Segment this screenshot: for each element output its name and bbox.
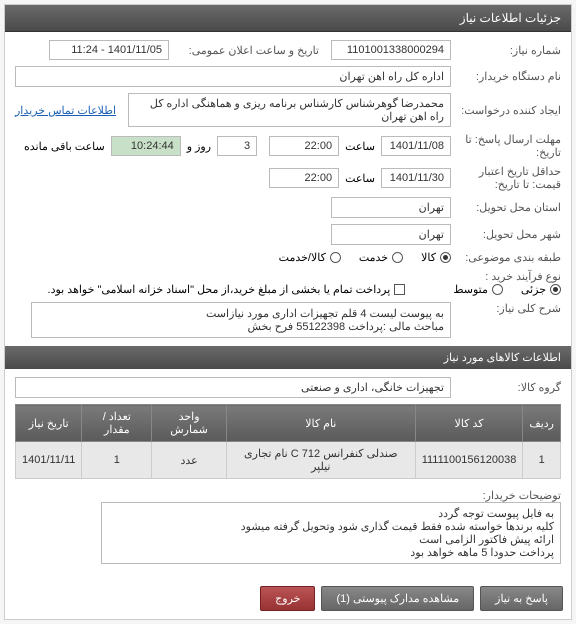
time-label-1: ساعت: [339, 140, 381, 153]
footer: پاسخ به نیاز مشاهده مدارک پیوستی (1) خرو…: [5, 578, 571, 619]
days-value: 3: [217, 136, 257, 156]
row-delivery-state: استان محل تحویل: تهران: [15, 197, 561, 218]
row-deadline: مهلت ارسال پاسخ: تا تاریخ: 1401/11/08 سا…: [15, 133, 561, 159]
row-buyer-notes: توضیحات خریدار: به فایل پیوست توجه گردد …: [15, 489, 561, 564]
deadline-label: مهلت ارسال پاسخ: تا تاریخ:: [451, 133, 561, 159]
buyer-notes-label: توضیحات خریدار:: [451, 489, 561, 502]
delivery-city-label: شهر محل تحویل:: [451, 228, 561, 241]
panel-title: جزئیات اطلاعات نیاز: [5, 5, 571, 32]
delivery-state-label: استان محل تحویل:: [451, 201, 561, 214]
td-code: 1111100156120038: [415, 442, 523, 479]
radio-icon: [440, 252, 451, 263]
desc-value: به پیوست لیست 4 قلم تجهیزات اداری مورد ن…: [31, 302, 451, 338]
th-qty: تعداد / مقدار: [82, 405, 152, 442]
radio-medium[interactable]: متوسط: [453, 283, 503, 296]
row-desc: شرح کلی نیاز: به پیوست لیست 4 قلم تجهیزا…: [15, 302, 561, 338]
buyer-value: اداره کل راه اهن تهران: [15, 66, 451, 87]
goods-subheader: اطلاعات کالاهای مورد نیاز: [5, 346, 571, 369]
th-row: ردیف: [523, 405, 561, 442]
delivery-state-value: تهران: [331, 197, 451, 218]
td-row: 1: [523, 442, 561, 479]
check-partial[interactable]: پرداخت تمام یا بخشی از مبلغ خرید،از محل …: [48, 283, 406, 296]
panel-body: شماره نیاز: 1101001338000294 تاریخ و ساع…: [5, 32, 571, 578]
row-process: نوع فرآیند خرید : جزئی متوسط پرداخت تمام…: [15, 270, 561, 296]
contact-link[interactable]: اطلاعات تماس خریدار: [15, 104, 116, 117]
radio-icon: [330, 252, 341, 263]
td-name: صندلی کنفرانس C 712 نام تجاری نیلپر: [226, 442, 415, 479]
th-name: نام کالا: [226, 405, 415, 442]
creator-value: محمدرضا گوهرشناس کارشناس برنامه ریزی و ه…: [128, 93, 451, 127]
deadline-date: 1401/11/08: [381, 136, 451, 156]
row-validity: حداقل تاریخ اعتبار قیمت: تا تاریخ: 1401/…: [15, 165, 561, 191]
row-buyer: نام دستگاه خریدار: اداره کل راه اهن تهرا…: [15, 66, 561, 87]
validity-date: 1401/11/30: [381, 168, 451, 188]
radio-goods-service[interactable]: کالا/خدمت: [279, 251, 341, 264]
attachments-button[interactable]: مشاهده مدارک پیوستی (1): [321, 586, 474, 611]
radio-icon: [550, 284, 561, 295]
buyer-notes-value: به فایل پیوست توجه گردد کلیه برندها خواس…: [101, 502, 561, 564]
deadline-time: 22:00: [269, 136, 339, 156]
table-row[interactable]: 1 1111100156120038 صندلی کنفرانس C 712 ن…: [16, 442, 561, 479]
buyer-label: نام دستگاه خریدار:: [451, 70, 561, 83]
radio-icon: [492, 284, 503, 295]
row-subject-class: طبقه بندی موضوعی: کالا خدمت کالا/خدمت: [15, 251, 561, 264]
subject-class-label: طبقه بندی موضوعی:: [451, 251, 561, 264]
validity-time: 22:00: [269, 168, 339, 188]
desc-label: شرح کلی نیاز:: [451, 302, 561, 315]
time-label-2: ساعت: [339, 172, 381, 185]
remain-time: 10:24:44: [111, 136, 181, 156]
delivery-city-value: تهران: [331, 224, 451, 245]
reply-button[interactable]: پاسخ به نیاز: [480, 586, 563, 611]
subject-class-group: کالا خدمت کالا/خدمت: [279, 251, 451, 264]
td-unit: عدد: [152, 442, 227, 479]
announce-value: 1401/11/05 - 11:24: [49, 40, 169, 60]
radio-service[interactable]: خدمت: [359, 251, 403, 264]
details-panel: جزئیات اطلاعات نیاز شماره نیاز: 11010013…: [4, 4, 572, 620]
announce-label: تاریخ و ساعت اعلان عمومی:: [169, 44, 319, 57]
creator-label: ایجاد کننده درخواست:: [451, 104, 561, 117]
th-code: کد کالا: [415, 405, 523, 442]
td-date: 1401/11/11: [16, 442, 82, 479]
process-group: جزئی متوسط پرداخت تمام یا بخشی از مبلغ خ…: [48, 283, 561, 296]
td-qty: 1: [82, 442, 152, 479]
th-date: تاریخ نیاز: [16, 405, 82, 442]
checkbox-icon: [394, 284, 405, 295]
radio-goods[interactable]: کالا: [421, 251, 451, 264]
row-goods-group: گروه کالا: تجهیزات خانگی، اداری و صنعتی: [15, 377, 561, 398]
table-header-row: ردیف کد کالا نام کالا واحد شمارش تعداد /…: [16, 405, 561, 442]
row-delivery-city: شهر محل تحویل: تهران: [15, 224, 561, 245]
radio-small[interactable]: جزئی: [521, 283, 561, 296]
need-no-value: 1101001338000294: [331, 40, 451, 60]
goods-group-label: گروه کالا:: [451, 381, 561, 394]
goods-group-value: تجهیزات خانگی، اداری و صنعتی: [15, 377, 451, 398]
row-creator: ایجاد کننده درخواست: محمدرضا گوهرشناس کا…: [15, 93, 561, 127]
validity-label: حداقل تاریخ اعتبار قیمت: تا تاریخ:: [451, 165, 561, 191]
radio-icon: [392, 252, 403, 263]
goods-table: ردیف کد کالا نام کالا واحد شمارش تعداد /…: [15, 404, 561, 479]
need-no-label: شماره نیاز:: [451, 44, 561, 57]
th-unit: واحد شمارش: [152, 405, 227, 442]
process-label: نوع فرآیند خرید :: [451, 270, 561, 283]
row-need-no: شماره نیاز: 1101001338000294 تاریخ و ساع…: [15, 40, 561, 60]
exit-button[interactable]: خروج: [260, 586, 315, 611]
days-label: روز و: [181, 140, 217, 153]
remain-label: ساعت باقی مانده: [18, 140, 111, 153]
